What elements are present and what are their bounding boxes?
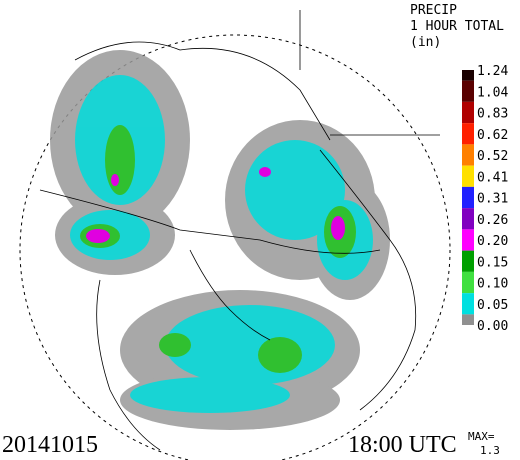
- legend-label: 1.24: [477, 64, 508, 79]
- footer: 20141015 18:00 UTC MAX= 1.3: [2, 430, 500, 458]
- legend-swatch: [462, 186, 474, 209]
- precip-magenta: [86, 167, 345, 243]
- legend-swatch: [462, 101, 474, 124]
- legend-swatch: [462, 144, 474, 166]
- legend-swatch: [462, 208, 474, 230]
- legend-swatch: [462, 165, 474, 187]
- legend: 1.24 1.04 0.83 0.62 0.52 0.41 0.31 0.26 0.20 0.15…: [462, 64, 508, 334]
- title-line: PRECIP: [410, 3, 457, 18]
- legend-label: 1.04: [477, 85, 508, 100]
- legend-label: 0.62: [477, 128, 508, 143]
- legend-swatch: [462, 123, 474, 145]
- legend-label: 0.26: [477, 213, 508, 228]
- legend-label: 0.20: [477, 234, 508, 249]
- borders: [39, 10, 440, 451]
- legend-swatch: [462, 80, 474, 102]
- legend-label: 0.15: [477, 255, 508, 270]
- legend-swatch: [462, 314, 474, 325]
- title-line: 1 HOUR TOTAL: [410, 19, 504, 34]
- legend-label: 0.10: [477, 277, 508, 292]
- legend-swatch: [462, 293, 474, 315]
- map: [19, 10, 451, 460]
- legend-swatch: [462, 271, 474, 294]
- legend-label: 0.41: [477, 170, 508, 185]
- legend-label: 0.31: [477, 192, 508, 207]
- legend-label: 0.05: [477, 298, 508, 313]
- range-ring: [19, 34, 451, 460]
- max-label: MAX=: [468, 430, 495, 443]
- legend-label: 0.00: [477, 319, 508, 334]
- legend-swatch: [462, 229, 474, 251]
- header: PRECIP 1 HOUR TOTAL (in): [410, 3, 504, 50]
- legend-label: 0.52: [477, 149, 508, 164]
- date: 20141015: [2, 432, 98, 458]
- legend-label: 0.83: [477, 107, 508, 122]
- time: 18:00 UTC: [348, 432, 457, 458]
- precip-cyan: [70, 75, 373, 413]
- legend-swatch: [462, 250, 474, 272]
- title-line: (in): [410, 35, 441, 50]
- legend-swatch: [462, 70, 474, 81]
- max-value: 1.3: [480, 444, 500, 457]
